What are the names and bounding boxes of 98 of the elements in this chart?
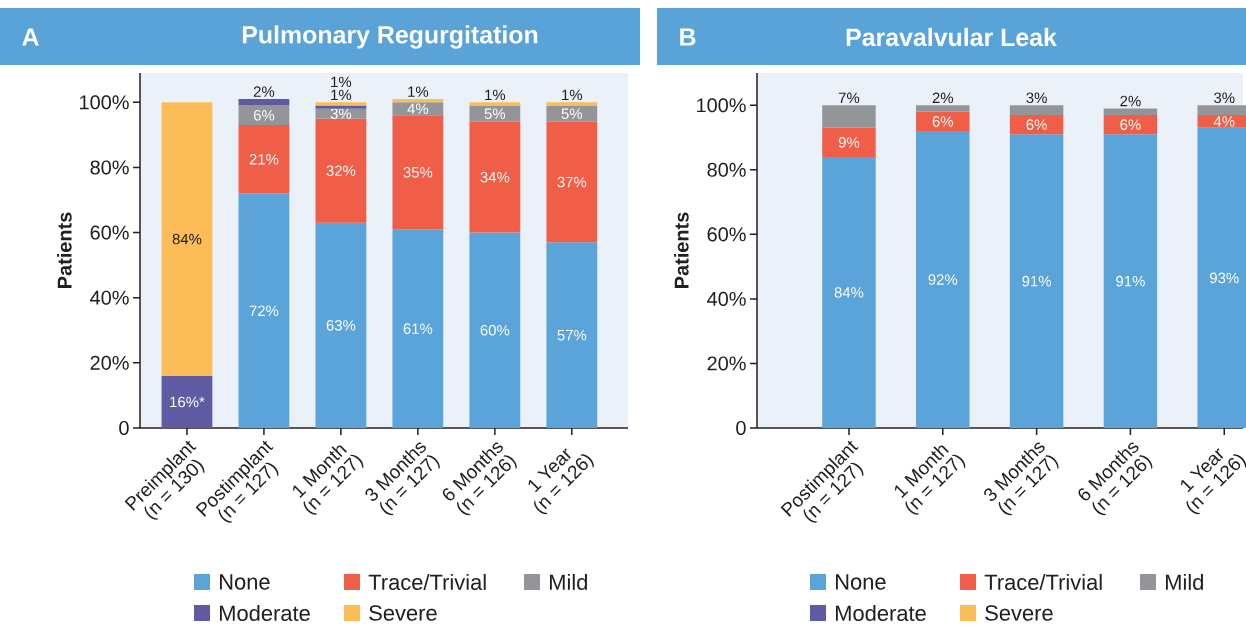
data-label: 1% xyxy=(562,89,583,101)
data-label: 34% xyxy=(480,171,510,183)
data-label: 1% xyxy=(408,86,429,97)
y-tick-label: 40% xyxy=(90,290,129,305)
data-label: 61% xyxy=(403,323,433,334)
bar xyxy=(1103,108,1158,115)
bar xyxy=(546,102,598,106)
bar xyxy=(469,105,521,122)
chart-title: Paravalvular Leak xyxy=(846,27,1057,47)
data-label: 3% xyxy=(1026,92,1047,104)
bar xyxy=(822,105,876,128)
y-tick-label: 20% xyxy=(90,355,129,370)
data-label: 3% xyxy=(330,108,352,119)
bar xyxy=(315,118,367,223)
bar xyxy=(161,102,213,376)
bar xyxy=(546,105,598,122)
data-label: 2% xyxy=(253,86,275,97)
bar xyxy=(1103,134,1158,428)
data-label: 37% xyxy=(557,176,587,188)
legend-label: Severe xyxy=(985,605,1053,621)
data-label: 1% xyxy=(485,89,506,101)
legend-label: Severe xyxy=(369,605,437,621)
data-label: 6% xyxy=(932,116,954,127)
data-label: 60% xyxy=(480,324,510,336)
legend-label: Trace/Trivial xyxy=(984,573,1102,591)
data-label: 6% xyxy=(1120,119,1141,130)
bar xyxy=(238,125,290,194)
bar xyxy=(1009,114,1064,135)
bar xyxy=(916,111,970,132)
data-label: 57% xyxy=(557,329,587,341)
data-label: 5% xyxy=(484,108,506,119)
data-label: 93% xyxy=(1210,272,1239,284)
y-tick-label: 60% xyxy=(707,227,746,242)
bar xyxy=(469,232,521,428)
data-label: 6% xyxy=(253,110,275,121)
data-label: 3% xyxy=(1214,92,1235,104)
y-tick-label: 100% xyxy=(697,98,746,113)
y-tick-label: 60% xyxy=(90,225,129,240)
data-label: 1% xyxy=(331,76,352,88)
bar xyxy=(469,102,521,106)
data-label: 9% xyxy=(838,137,860,148)
bar xyxy=(822,127,876,157)
legend-label: Mild xyxy=(550,573,587,591)
y-axis-title: Patients xyxy=(57,212,72,288)
data-label: 91% xyxy=(1116,275,1145,287)
bar xyxy=(392,229,444,428)
bar xyxy=(916,105,970,112)
data-label: 32% xyxy=(326,165,356,176)
bar xyxy=(392,115,444,230)
data-label: 84% xyxy=(172,233,202,245)
bar xyxy=(238,193,290,428)
text: A xyxy=(22,28,39,46)
data-label: 91% xyxy=(1022,275,1052,287)
bar xyxy=(1009,105,1064,115)
bar xyxy=(1009,134,1064,428)
data-label: 84% xyxy=(834,287,864,298)
data-label: 2% xyxy=(932,92,954,104)
data-label: 6% xyxy=(1026,119,1047,130)
bar xyxy=(469,121,521,233)
data-label: 72% xyxy=(249,305,279,316)
legend-label: None xyxy=(220,574,270,590)
text: B xyxy=(680,28,696,46)
legend-label: Moderate xyxy=(836,604,926,622)
data-label: 92% xyxy=(928,274,958,285)
legend-label: Trace/Trivial xyxy=(368,573,486,591)
bar xyxy=(546,242,598,428)
bar xyxy=(392,99,444,103)
chart-title: Pulmonary Regurgitation xyxy=(242,25,538,49)
bar xyxy=(1103,114,1158,135)
legend-label: None xyxy=(836,574,886,590)
y-tick-label: 80% xyxy=(707,162,746,177)
bar xyxy=(822,156,876,428)
y-tick-label: 80% xyxy=(90,160,129,175)
data-label: 4% xyxy=(1213,116,1235,127)
data-label: 35% xyxy=(403,167,433,178)
data-label: 4% xyxy=(407,103,429,115)
bar xyxy=(315,222,367,428)
x-tick-label: 1 Year (n = 126) xyxy=(1180,448,1246,515)
y-tick-label: 100% xyxy=(80,95,129,110)
data-label: 21% xyxy=(249,154,279,165)
data-label: 16%* xyxy=(170,396,205,408)
data-label: 1% xyxy=(331,89,352,101)
y-tick-label: 0 xyxy=(736,420,746,436)
y-tick-label: 0 xyxy=(119,420,129,436)
legend-label: Mild xyxy=(1166,573,1203,591)
bar xyxy=(546,121,598,243)
bar xyxy=(161,375,213,428)
data-label: 5% xyxy=(561,108,583,119)
bar xyxy=(392,102,444,116)
y-tick-label: 40% xyxy=(707,291,746,306)
data-label: 2% xyxy=(1120,95,1141,107)
y-axis-title: Patients xyxy=(674,212,689,288)
data-label: 63% xyxy=(326,320,356,331)
bar xyxy=(238,99,290,106)
bar xyxy=(916,131,970,428)
y-tick-label: 20% xyxy=(707,356,746,371)
legend-label: Moderate xyxy=(220,604,310,622)
data-label: 7% xyxy=(838,92,860,104)
